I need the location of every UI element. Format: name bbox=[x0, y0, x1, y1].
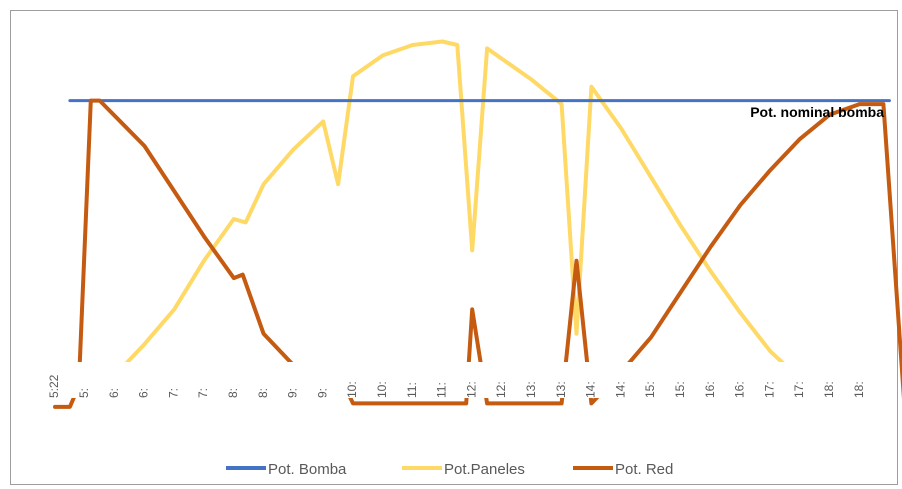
series-line-pot-red bbox=[53, 98, 902, 409]
x-tick-label: 15: bbox=[673, 381, 687, 398]
x-tick-label: 10: bbox=[375, 381, 389, 398]
x-tick-label: 16: bbox=[703, 381, 717, 398]
legend-label: Pot.Paneles bbox=[444, 461, 525, 478]
x-tick-label: 12: bbox=[494, 381, 508, 398]
x-tick-label: 8: bbox=[226, 388, 240, 398]
legend-item: Pot.Paneles bbox=[402, 461, 525, 478]
x-tick-label: 13: bbox=[554, 381, 568, 398]
legend-item: Pot. Bomba bbox=[226, 461, 347, 478]
x-tick-label: 10: bbox=[345, 381, 359, 398]
label-mask bbox=[48, 362, 880, 398]
x-tick-label: 18: bbox=[852, 381, 866, 398]
x-tick-label: 17: bbox=[762, 381, 776, 398]
x-tick-label: 5: bbox=[77, 388, 91, 398]
series-line-pot-paneles bbox=[82, 39, 817, 388]
x-tick-label: 11: bbox=[435, 382, 449, 398]
x-tick-label: 9: bbox=[286, 388, 300, 398]
x-tick-label: 6: bbox=[137, 388, 151, 398]
chart-frame bbox=[10, 10, 898, 485]
x-tick-label: 13: bbox=[524, 381, 538, 398]
legend: Pot. Bomba Pot.Paneles Pot. Red bbox=[226, 461, 673, 478]
x-tick-label: 15: bbox=[643, 381, 657, 398]
legend-label: Pot. Red bbox=[615, 461, 673, 478]
legend-label: Pot. Bomba bbox=[268, 461, 347, 478]
x-tick-label: 8: bbox=[256, 388, 270, 398]
annotation-nominal-bomba: Pot. nominal bomba bbox=[750, 104, 884, 120]
x-tick-label: 7: bbox=[166, 388, 180, 398]
x-tick-label: 11: bbox=[405, 382, 419, 398]
series-layer bbox=[53, 39, 902, 409]
x-tick-label: 18: bbox=[822, 381, 836, 398]
x-tick-label: 14: bbox=[584, 381, 598, 398]
x-tick-label: 6: bbox=[107, 388, 121, 398]
x-axis-ticks: 5:22 5: 6: 6: 7: 7: 8: 8: 9: 9: 10: 10: 11: 11: 12: 12:… bbox=[47, 374, 866, 398]
x-tick-label: 9: bbox=[315, 388, 329, 398]
x-tick-label: 17: bbox=[792, 381, 806, 398]
x-tick-label: 5:22 bbox=[47, 374, 61, 398]
x-tick-label: 7: bbox=[196, 388, 210, 398]
x-tick-label: 12: bbox=[464, 381, 478, 398]
x-tick-label: 14: bbox=[613, 381, 627, 398]
legend-item: Pot. Red bbox=[573, 461, 673, 478]
x-tick-label: 16: bbox=[733, 381, 747, 398]
